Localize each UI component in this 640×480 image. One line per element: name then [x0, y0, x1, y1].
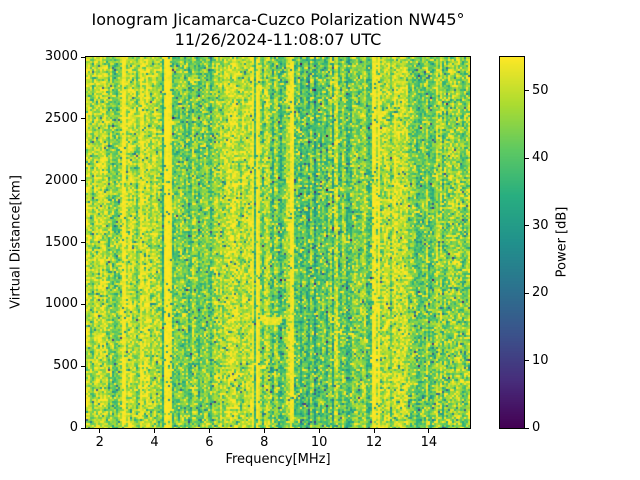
colorbar-tick-label: 0: [532, 420, 541, 435]
colorbar-tick-mark: [525, 427, 529, 429]
x-axis-label: Frequency[MHz]: [225, 452, 331, 467]
chart-subtitle: 11/26/2024-11:08:07 UTC: [174, 30, 382, 49]
y-tick-mark: [81, 242, 85, 243]
y-tick-label: 2500: [44, 110, 78, 126]
y-axis-label: Virtual Distance[km]: [8, 175, 24, 309]
y-tick-mark: [81, 118, 85, 120]
y-tick-label: 1000: [44, 296, 78, 312]
colorbar-tick-mark: [525, 360, 529, 362]
x-tick-mark: [154, 429, 156, 433]
y-tick-mark: [81, 303, 85, 305]
y-tick-mark: [81, 56, 85, 58]
colorbar-tick-mark: [525, 157, 529, 159]
y-tick-label: 500: [53, 358, 78, 374]
colorbar-tick-label: 50: [532, 82, 549, 98]
colorbar-tick-label: 20: [532, 285, 549, 301]
y-tick-mark: [81, 427, 85, 429]
colorbar-tick-label: 40: [532, 150, 549, 166]
colorbar-tick-mark: [525, 292, 529, 294]
x-tick-label: 8: [260, 435, 269, 450]
colorbar: [499, 56, 525, 429]
x-tick-label: 4: [150, 435, 159, 450]
x-tick-mark: [318, 429, 320, 433]
x-tick-label: 2: [95, 435, 104, 450]
y-tick-label: 2000: [44, 172, 78, 188]
x-tick-label: 14: [420, 435, 438, 450]
colorbar-tick-label: 10: [532, 352, 549, 368]
y-tick-label: 0: [69, 420, 78, 435]
colorbar-tick-mark: [525, 90, 529, 92]
x-tick-mark: [373, 429, 375, 433]
colorbar-tick-label: 30: [532, 217, 549, 233]
x-tick-mark: [263, 429, 265, 433]
colorbar-tick-mark: [525, 225, 529, 227]
x-tick-label: 10: [310, 435, 328, 450]
x-tick-mark: [208, 429, 210, 433]
x-tick-label: 12: [365, 435, 383, 450]
y-tick-label: 3000: [44, 49, 78, 64]
ionogram-heatmap: [85, 56, 471, 429]
x-tick-mark: [428, 429, 430, 433]
y-tick-label: 1500: [44, 234, 78, 250]
x-tick-label: 6: [205, 435, 214, 450]
y-tick-mark: [81, 365, 85, 367]
y-tick-mark: [81, 180, 85, 182]
chart-title: Ionogram Jicamarca-Cuzco Polarization NW…: [91, 10, 465, 29]
x-tick-mark: [99, 429, 101, 433]
